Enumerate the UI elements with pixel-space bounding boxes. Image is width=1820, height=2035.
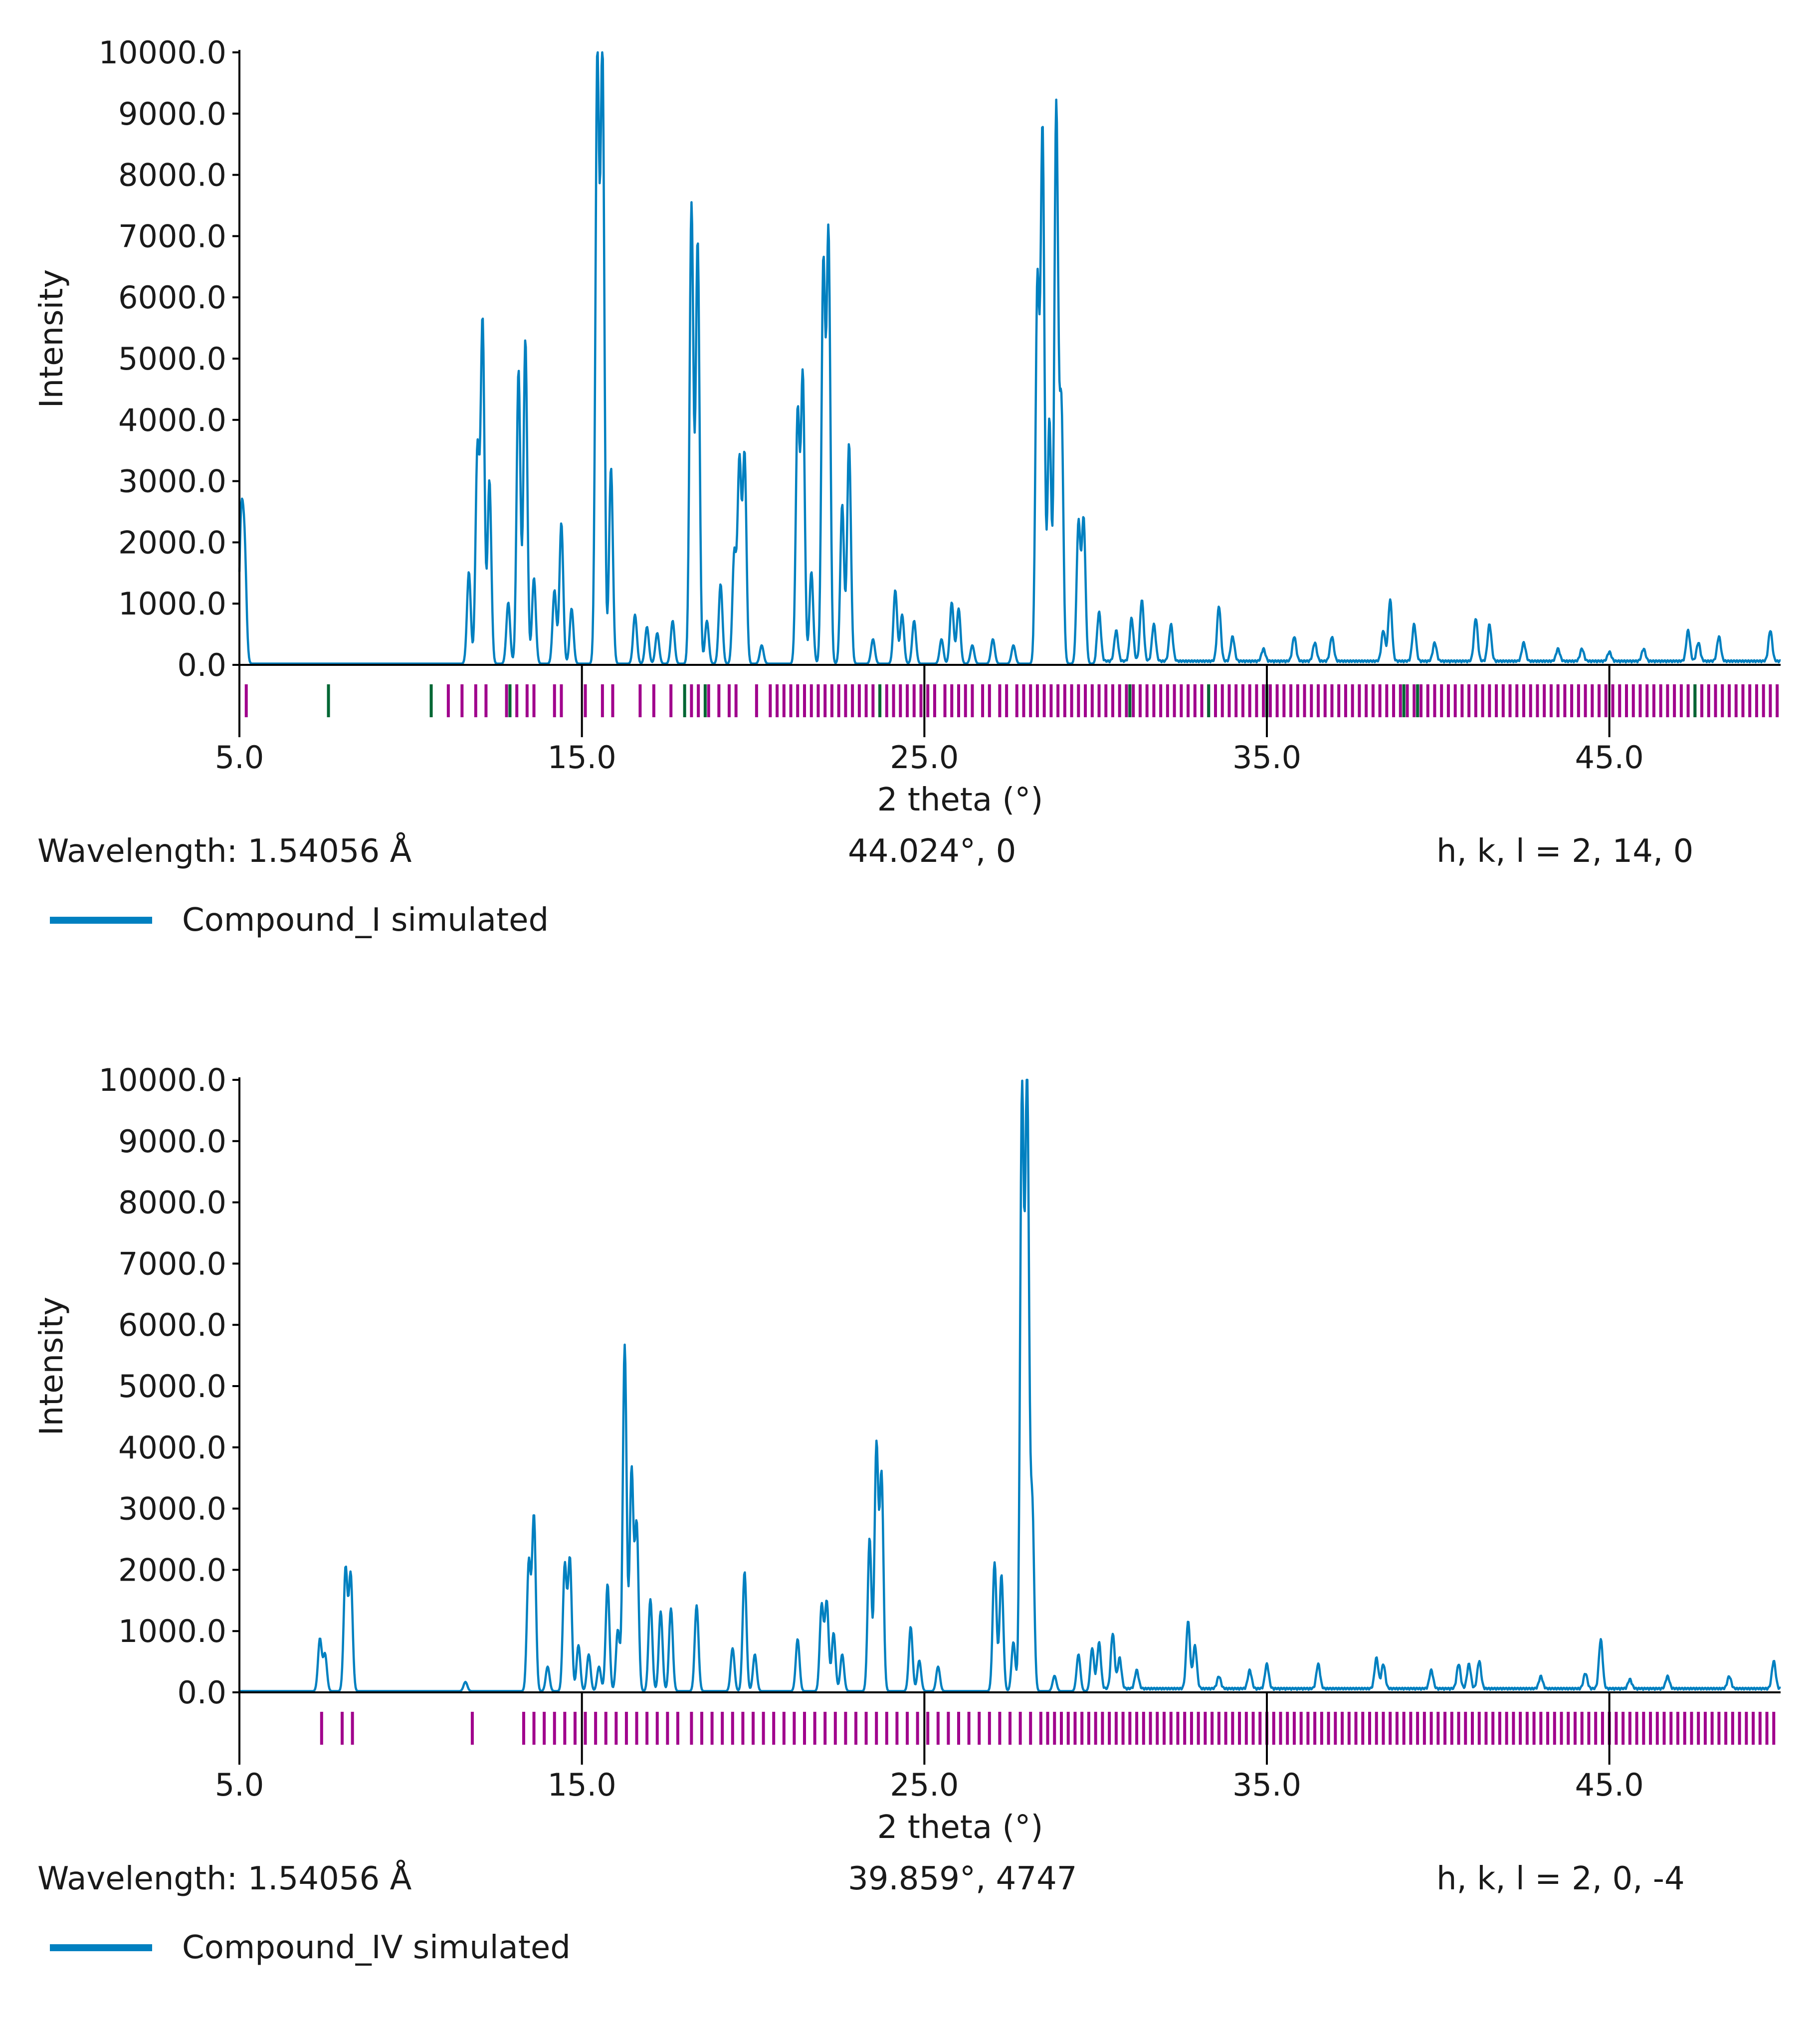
x-tick-label: 35.0 [1232, 1767, 1301, 1803]
pattern-panel-compound-i: 0.0 1000.0 2000.0 3000.0 4000.0 5000.0 6000.0 7… [0, 0, 1820, 1008]
y-tick-label: 7000.0 [118, 218, 226, 254]
x-tick-label: 35.0 [1232, 739, 1301, 776]
legend: Compound_I simulated [50, 902, 549, 939]
x-tick-label: 45.0 [1575, 1767, 1644, 1803]
y-tick-label: 9000.0 [118, 96, 226, 132]
y-tick-label: 1000.0 [118, 586, 226, 622]
pattern-line [238, 51, 1781, 665]
y-tick-label: 0.0 [177, 1674, 226, 1711]
y-axis-label: Intensity [33, 269, 70, 408]
cursor-readout: 39.859°, 4747 [848, 1860, 1077, 1897]
x-axis-label: 2 theta (°) [877, 782, 1043, 818]
y-tick-label: 5000.0 [118, 341, 226, 377]
x-tick-label: 15.0 [548, 739, 616, 776]
x-tick-label: 5.0 [215, 739, 264, 776]
wavelength-label: Wavelength: 1.54056 Å [37, 833, 412, 870]
x-tick-label: 5.0 [215, 1767, 264, 1803]
y-tick-label: 2000.0 [118, 524, 226, 561]
y-tick-label: 10000.0 [99, 1062, 226, 1098]
y-tick-label: 3000.0 [118, 1491, 226, 1527]
y-tick-label: 8000.0 [118, 157, 226, 194]
y-tick-label: 6000.0 [118, 279, 226, 316]
legend-swatch [50, 917, 152, 924]
x-tick-label: 25.0 [890, 1767, 959, 1803]
legend-label: Compound_I simulated [182, 902, 549, 939]
y-tick-label: 8000.0 [118, 1185, 226, 1221]
hkl-readout: h, k, l = 2, 0, -4 [1436, 1860, 1685, 1897]
wavelength-label: Wavelength: 1.54056 Å [37, 1860, 412, 1897]
pattern-panel-compound-iv: 0.0 1000.0 2000.0 3000.0 4000.0 5000.0 6000.0 7… [0, 1027, 1820, 2035]
x-tick-label: 45.0 [1575, 739, 1644, 776]
xrd-chart-compound-i[interactable]: 0.0 1000.0 2000.0 3000.0 4000.0 5000.0 6000.0 7… [0, 0, 1820, 1008]
hkl-readout: h, k, l = 2, 14, 0 [1436, 833, 1694, 870]
y-tick-label: 7000.0 [118, 1245, 226, 1282]
xrd-chart-compound-iv[interactable]: 0.0 1000.0 2000.0 3000.0 4000.0 5000.0 6000.0 7… [0, 1027, 1820, 2035]
x-tick-label: 15.0 [548, 1767, 616, 1803]
y-tick-label: 3000.0 [118, 463, 226, 500]
y-tick-label: 4000.0 [118, 1429, 226, 1466]
y-tick-label: 4000.0 [118, 402, 226, 438]
y-axis-label: Intensity [33, 1297, 70, 1436]
x-tick-label: 25.0 [890, 739, 959, 776]
y-tick-label: 9000.0 [118, 1123, 226, 1160]
legend-swatch [50, 1944, 152, 1951]
x-axis-label: 2 theta (°) [877, 1809, 1043, 1846]
y-tick-label: 6000.0 [118, 1307, 226, 1343]
y-tick-label: 5000.0 [118, 1368, 226, 1405]
pattern-line [239, 1078, 1781, 1692]
y-tick-label: 2000.0 [118, 1552, 226, 1588]
y-tick-label: 10000.0 [99, 34, 226, 71]
y-tick-label: 1000.0 [118, 1613, 226, 1649]
y-tick-label: 0.0 [177, 647, 226, 683]
cursor-readout: 44.024°, 0 [848, 833, 1016, 870]
legend-label: Compound_IV simulated [182, 1929, 571, 1966]
legend: Compound_IV simulated [50, 1929, 571, 1966]
